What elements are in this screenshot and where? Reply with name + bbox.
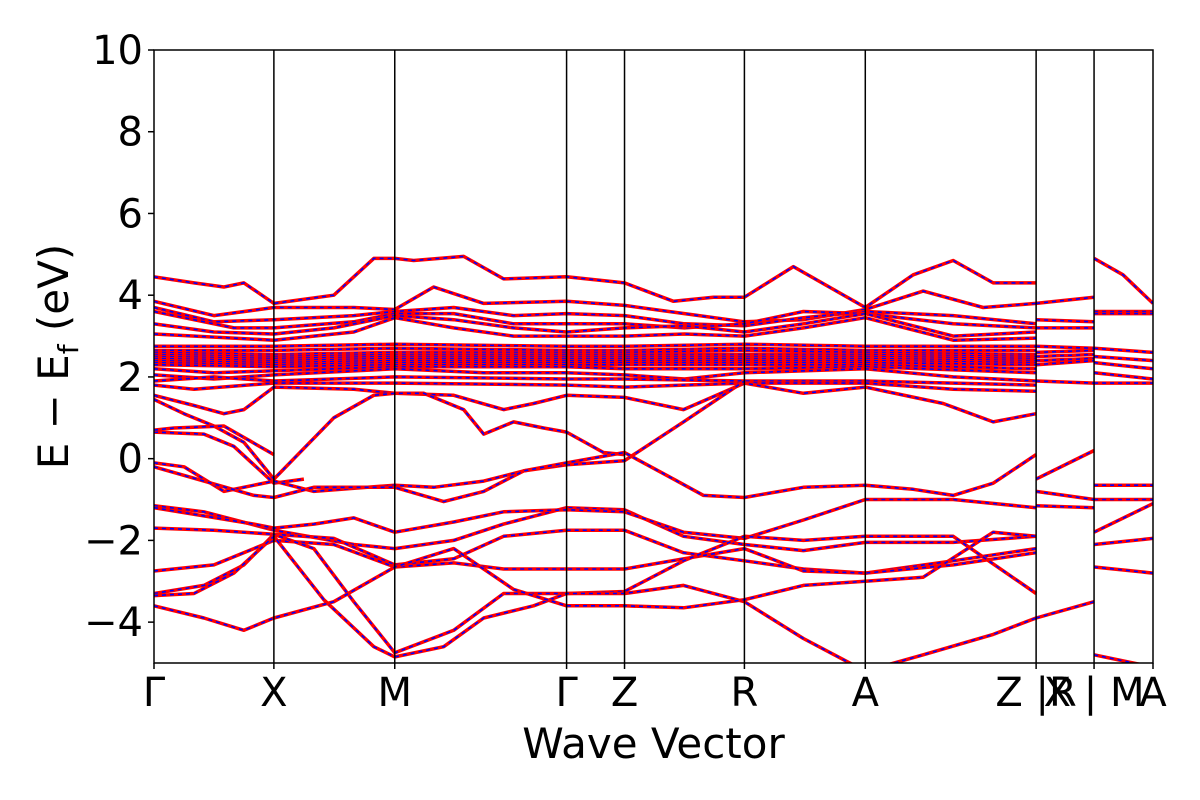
band-line-31 bbox=[154, 530, 1037, 633]
band-line-dashed-6 bbox=[154, 343, 1037, 348]
band-line-dashed-14 bbox=[154, 363, 1037, 370]
band-line-dashed-40 bbox=[1036, 380, 1095, 384]
x-tick-label-0: Γ bbox=[143, 670, 166, 716]
y-axis-label-subscript: f bbox=[52, 343, 85, 354]
band-line-dashed-32 bbox=[1036, 296, 1095, 305]
x-tick-label-5: R bbox=[731, 670, 759, 716]
band-line-dashed-18 bbox=[154, 382, 1037, 392]
band-line-dashed-19 bbox=[154, 382, 1037, 423]
band-line-dashed-22 bbox=[154, 425, 275, 456]
band-line-dashed-37 bbox=[1036, 353, 1095, 358]
x-tick-label-4: Z bbox=[611, 670, 638, 716]
band-line-dashed-36 bbox=[1036, 349, 1095, 354]
x-tick-label-2: M bbox=[378, 670, 413, 716]
band-line-28 bbox=[154, 538, 1037, 575]
y-tick-label-0: −4 bbox=[84, 600, 143, 646]
x-tick-label-8: X | M bbox=[1044, 670, 1145, 716]
y-tick-label-2: 0 bbox=[118, 437, 143, 483]
band-line-dashed-42 bbox=[1035, 490, 1095, 501]
band-line-dashed-9 bbox=[154, 353, 1037, 358]
band-line-dashed-43 bbox=[1036, 504, 1095, 509]
band-line-dashed-57 bbox=[1094, 566, 1153, 574]
band-line-dashed-10 bbox=[154, 355, 1037, 360]
x-tick-label-9: A bbox=[1139, 670, 1167, 716]
band-line-dashed-17 bbox=[154, 376, 1037, 386]
high-symmetry-lines-group bbox=[273, 50, 1095, 663]
band-line-dashed-25 bbox=[154, 504, 1037, 552]
band-line-dashed-21 bbox=[154, 431, 305, 485]
band-line-22 bbox=[154, 424, 275, 457]
band-line-45 bbox=[1093, 256, 1153, 305]
band-lines-group bbox=[154, 254, 1153, 663]
band-line-dashed-20 bbox=[154, 392, 625, 481]
band-line-30 bbox=[154, 534, 1037, 663]
band-line-dashed-38 bbox=[1036, 357, 1095, 362]
band-line-dashed-45 bbox=[1093, 257, 1153, 304]
y-axis-label-unit: (eV) bbox=[29, 244, 78, 345]
band-line-dashed-51 bbox=[1094, 372, 1153, 380]
x-tick-label-3: Γ bbox=[555, 670, 578, 716]
band-line-19 bbox=[154, 381, 1037, 424]
band-line-dashed-44 bbox=[1035, 600, 1095, 619]
band-line-dashed-8 bbox=[154, 349, 1037, 356]
y-tick-label-7: 10 bbox=[92, 28, 143, 74]
x-tick-label-7: Z |R bbox=[995, 670, 1076, 716]
band-line-dashed-13 bbox=[154, 361, 1037, 366]
y-tick-label-6: 8 bbox=[118, 110, 143, 156]
band-line-dashed-30 bbox=[154, 535, 1037, 663]
y-axis-label-main: E − E bbox=[29, 354, 78, 469]
x-tick-label-6: A bbox=[852, 670, 880, 716]
band-line-dashed-50 bbox=[1094, 361, 1153, 370]
band-line-dashed-29 bbox=[154, 533, 1037, 654]
y-axis-label: E − Ef (eV) bbox=[29, 244, 85, 470]
band-line-dashed-7 bbox=[154, 347, 1037, 352]
band-line-dashed-24 bbox=[154, 451, 1037, 503]
plot-frame bbox=[153, 49, 1154, 664]
band-line-dashed-16 bbox=[154, 367, 1037, 382]
y-tick-label-5: 6 bbox=[118, 191, 143, 237]
y-tick-label-3: 2 bbox=[118, 355, 143, 401]
band-line-dashed-55 bbox=[1093, 502, 1153, 533]
band-line-dashed-58 bbox=[1093, 654, 1138, 663]
y-tick-label-4: 4 bbox=[118, 273, 143, 319]
band-line-dashed-48 bbox=[1094, 347, 1153, 354]
band-line-21 bbox=[154, 430, 305, 485]
y-axis-ticks: −4 −2 0 2 4 6 8 10 bbox=[84, 28, 154, 646]
band-line-dashed-0 bbox=[154, 255, 1037, 309]
x-axis-label: Wave Vector bbox=[522, 719, 785, 768]
band-line-dashed-56 bbox=[1094, 537, 1153, 546]
band-line-dashed-5 bbox=[154, 316, 1037, 342]
band-line-dashed-1 bbox=[154, 286, 1037, 323]
band-line-dashed-12 bbox=[154, 359, 1037, 364]
band-line-dashed-15 bbox=[154, 365, 1037, 374]
band-line-dashed-35 bbox=[1036, 345, 1095, 350]
band-line-dashed-31 bbox=[154, 531, 1037, 632]
x-tick-label-1: X bbox=[260, 670, 287, 716]
band-line-dashed-11 bbox=[154, 357, 1037, 362]
band-line-dashed-49 bbox=[1094, 355, 1153, 362]
band-line-dashed-33 bbox=[1036, 318, 1095, 323]
band-line-dashed-41 bbox=[1035, 449, 1095, 480]
y-tick-label-1: −2 bbox=[84, 518, 143, 564]
band-line-dashed-39 bbox=[1036, 359, 1095, 366]
band-line-dashed-26 bbox=[154, 498, 1037, 540]
